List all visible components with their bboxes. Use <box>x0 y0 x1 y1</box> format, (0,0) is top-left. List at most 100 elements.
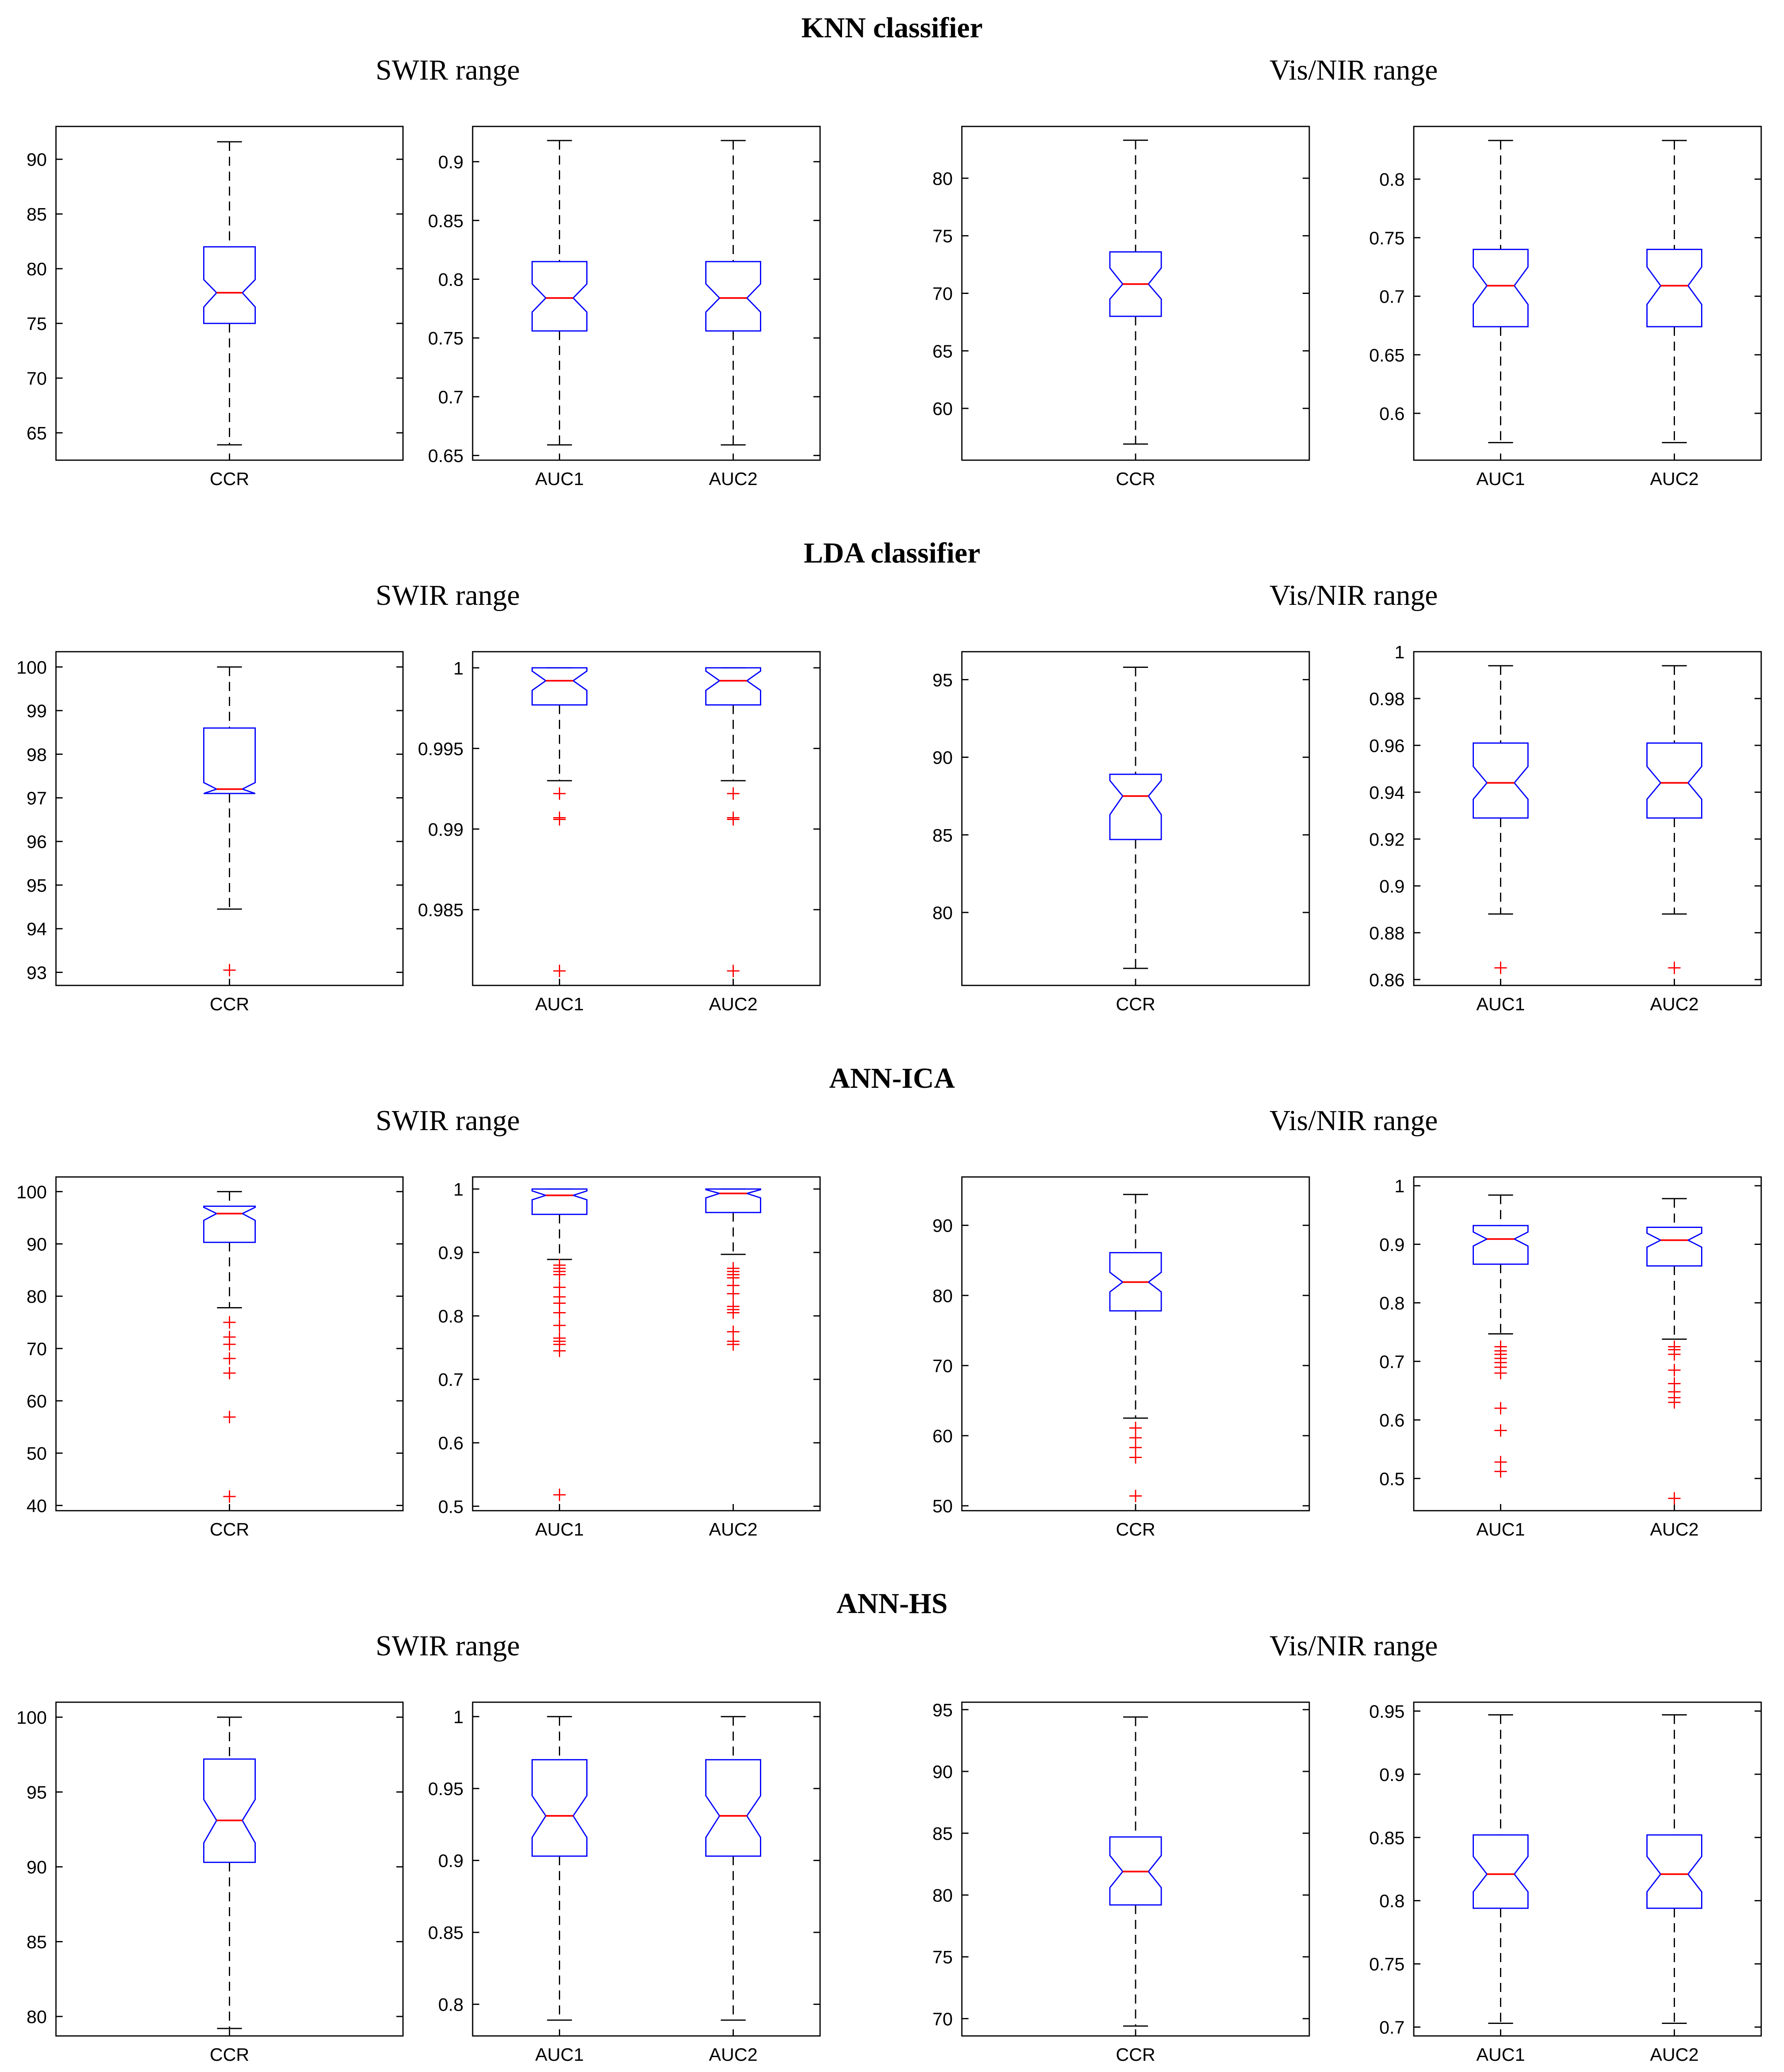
y-tick-label: 75 <box>932 226 953 247</box>
iqr-box <box>1646 249 1702 328</box>
box-auc1: AUC1 <box>532 667 587 1014</box>
y-tick-label: 0.8 <box>1379 1891 1405 1912</box>
y-tick-label: 0.8 <box>1379 170 1405 190</box>
x-tick-label: AUC2 <box>709 2045 757 2065</box>
y-tick-label: 1 <box>454 1179 464 1200</box>
box-auc2: AUC2 <box>705 667 761 1014</box>
plot-panel-4: 93 94 95 96 97 98 99 100 CCR <box>17 651 404 1014</box>
iqr-box <box>1109 251 1162 317</box>
iqr-box <box>532 667 587 706</box>
y-tick-label: 0.8 <box>1379 1293 1405 1314</box>
y-tick-label: 0.8 <box>438 269 464 290</box>
outlier-marker <box>223 1367 236 1380</box>
outlier-marker <box>223 1338 236 1351</box>
box-ccr: CCR <box>203 666 256 1014</box>
box-auc2: AUC2 <box>1646 1714 1702 2065</box>
x-tick-label: CCR <box>1116 1519 1155 1540</box>
y-tick-label: 85 <box>932 825 953 846</box>
iqr-box <box>1473 249 1529 328</box>
y-tick-label: 0.9 <box>1379 876 1405 897</box>
y-tick-label: 1 <box>1395 1176 1405 1196</box>
outlier-marker <box>1494 1367 1507 1380</box>
y-tick-label: 0.9 <box>438 1243 464 1263</box>
y-tick-label: 0.7 <box>1379 1352 1405 1372</box>
outlier-marker <box>1494 1465 1507 1478</box>
outlier-marker <box>1129 1490 1142 1502</box>
y-tick-label: 100 <box>17 1708 47 1728</box>
outlier-marker <box>727 1287 740 1300</box>
x-tick-label: AUC1 <box>1476 1519 1525 1540</box>
outlier-marker <box>553 813 566 826</box>
box-auc1: AUC1 <box>1473 665 1529 1014</box>
y-tick-label: 95 <box>27 1783 47 1803</box>
y-tick-label: 90 <box>932 748 953 768</box>
y-tick-label: 70 <box>932 1356 953 1376</box>
outlier-marker <box>1668 1396 1681 1409</box>
outlier-marker <box>727 813 740 826</box>
y-tick-label: 90 <box>27 1235 47 1255</box>
box-ccr: CCR <box>1109 139 1162 489</box>
x-tick-label: AUC1 <box>1476 469 1525 489</box>
box-ccr: CCR <box>203 1716 256 2065</box>
x-tick-label: CCR <box>1116 469 1155 489</box>
iqr-box <box>705 1188 761 1213</box>
iqr-box <box>1646 1834 1702 1909</box>
plot-panel-3: 0.6 0.65 0.7 0.75 0.8 AUC1 AUC2 <box>1369 126 1762 489</box>
y-tick-label: 1 <box>454 658 464 679</box>
iqr-box <box>203 727 256 794</box>
outlier-marker <box>1668 961 1681 974</box>
y-tick-label: 80 <box>27 1287 47 1307</box>
y-tick-label: 90 <box>932 1762 953 1782</box>
y-tick-label: 0.75 <box>428 328 464 349</box>
iqr-box <box>705 1759 761 1857</box>
plot-panel-7: 0.86 0.88 0.9 0.92 0.94 0.96 0.98 1 AUC1 AUC2 <box>1369 642 1762 1014</box>
iqr-box <box>1473 1225 1529 1265</box>
y-tick-label: 0.96 <box>1369 736 1405 756</box>
y-tick-label: 95 <box>27 876 47 896</box>
y-tick-label: 90 <box>27 1857 47 1878</box>
section-title-ann-hs: ANN-HS <box>836 1588 948 1620</box>
outlier-marker <box>553 1344 566 1357</box>
x-tick-label: CCR <box>210 469 249 489</box>
iqr-box <box>203 1758 256 1863</box>
y-tick-label: 60 <box>932 1426 953 1446</box>
axes-frame <box>472 126 821 461</box>
outlier-marker <box>1494 1424 1507 1437</box>
iqr-box <box>705 261 761 332</box>
y-tick-label: 85 <box>27 204 47 225</box>
iqr-box <box>532 261 587 332</box>
y-tick-label: 0.7 <box>1379 2018 1405 2038</box>
outlier-marker <box>1668 1364 1681 1377</box>
box-ccr: CCR <box>1109 666 1162 1014</box>
x-tick-label: AUC1 <box>535 469 584 489</box>
x-tick-label: AUC2 <box>1650 994 1699 1014</box>
outlier-marker <box>553 1306 566 1319</box>
outlier-marker <box>1668 1492 1681 1505</box>
y-tick-label: 90 <box>932 1216 953 1236</box>
x-tick-label: AUC1 <box>1476 994 1525 1014</box>
y-tick-label: 80 <box>932 169 953 189</box>
y-tick-label: 50 <box>27 1444 47 1464</box>
y-tick-label: 0.85 <box>1369 1828 1405 1848</box>
subtitle-knn-visnir: Vis/NIR range <box>1269 54 1438 86</box>
y-tick-label: 1 <box>454 1707 464 1727</box>
subtitle-lda-swir: SWIR range <box>376 580 520 611</box>
y-tick-label: 95 <box>932 670 953 690</box>
iqr-box <box>532 1759 587 1857</box>
y-tick-label: 0.985 <box>418 900 464 920</box>
y-tick-label: 60 <box>932 399 953 419</box>
x-tick-label: AUC2 <box>1650 469 1699 489</box>
subtitle-ann-hs-visnir: Vis/NIR range <box>1269 1630 1438 1662</box>
box-ccr: CCR <box>1109 1194 1162 1540</box>
y-tick-label: 75 <box>27 314 47 334</box>
iqr-box <box>203 246 256 324</box>
x-tick-label: AUC2 <box>709 469 757 489</box>
outlier-marker <box>1494 1402 1507 1414</box>
box-auc1: AUC1 <box>1473 1714 1529 2065</box>
y-tick-label: 80 <box>27 259 47 279</box>
box-auc1: AUC1 <box>1473 1194 1529 1540</box>
x-tick-label: AUC1 <box>1476 2045 1525 2065</box>
axes-frame <box>472 1176 821 1512</box>
y-tick-label: 0.7 <box>1379 287 1405 307</box>
x-tick-label: AUC2 <box>1650 2045 1699 2065</box>
